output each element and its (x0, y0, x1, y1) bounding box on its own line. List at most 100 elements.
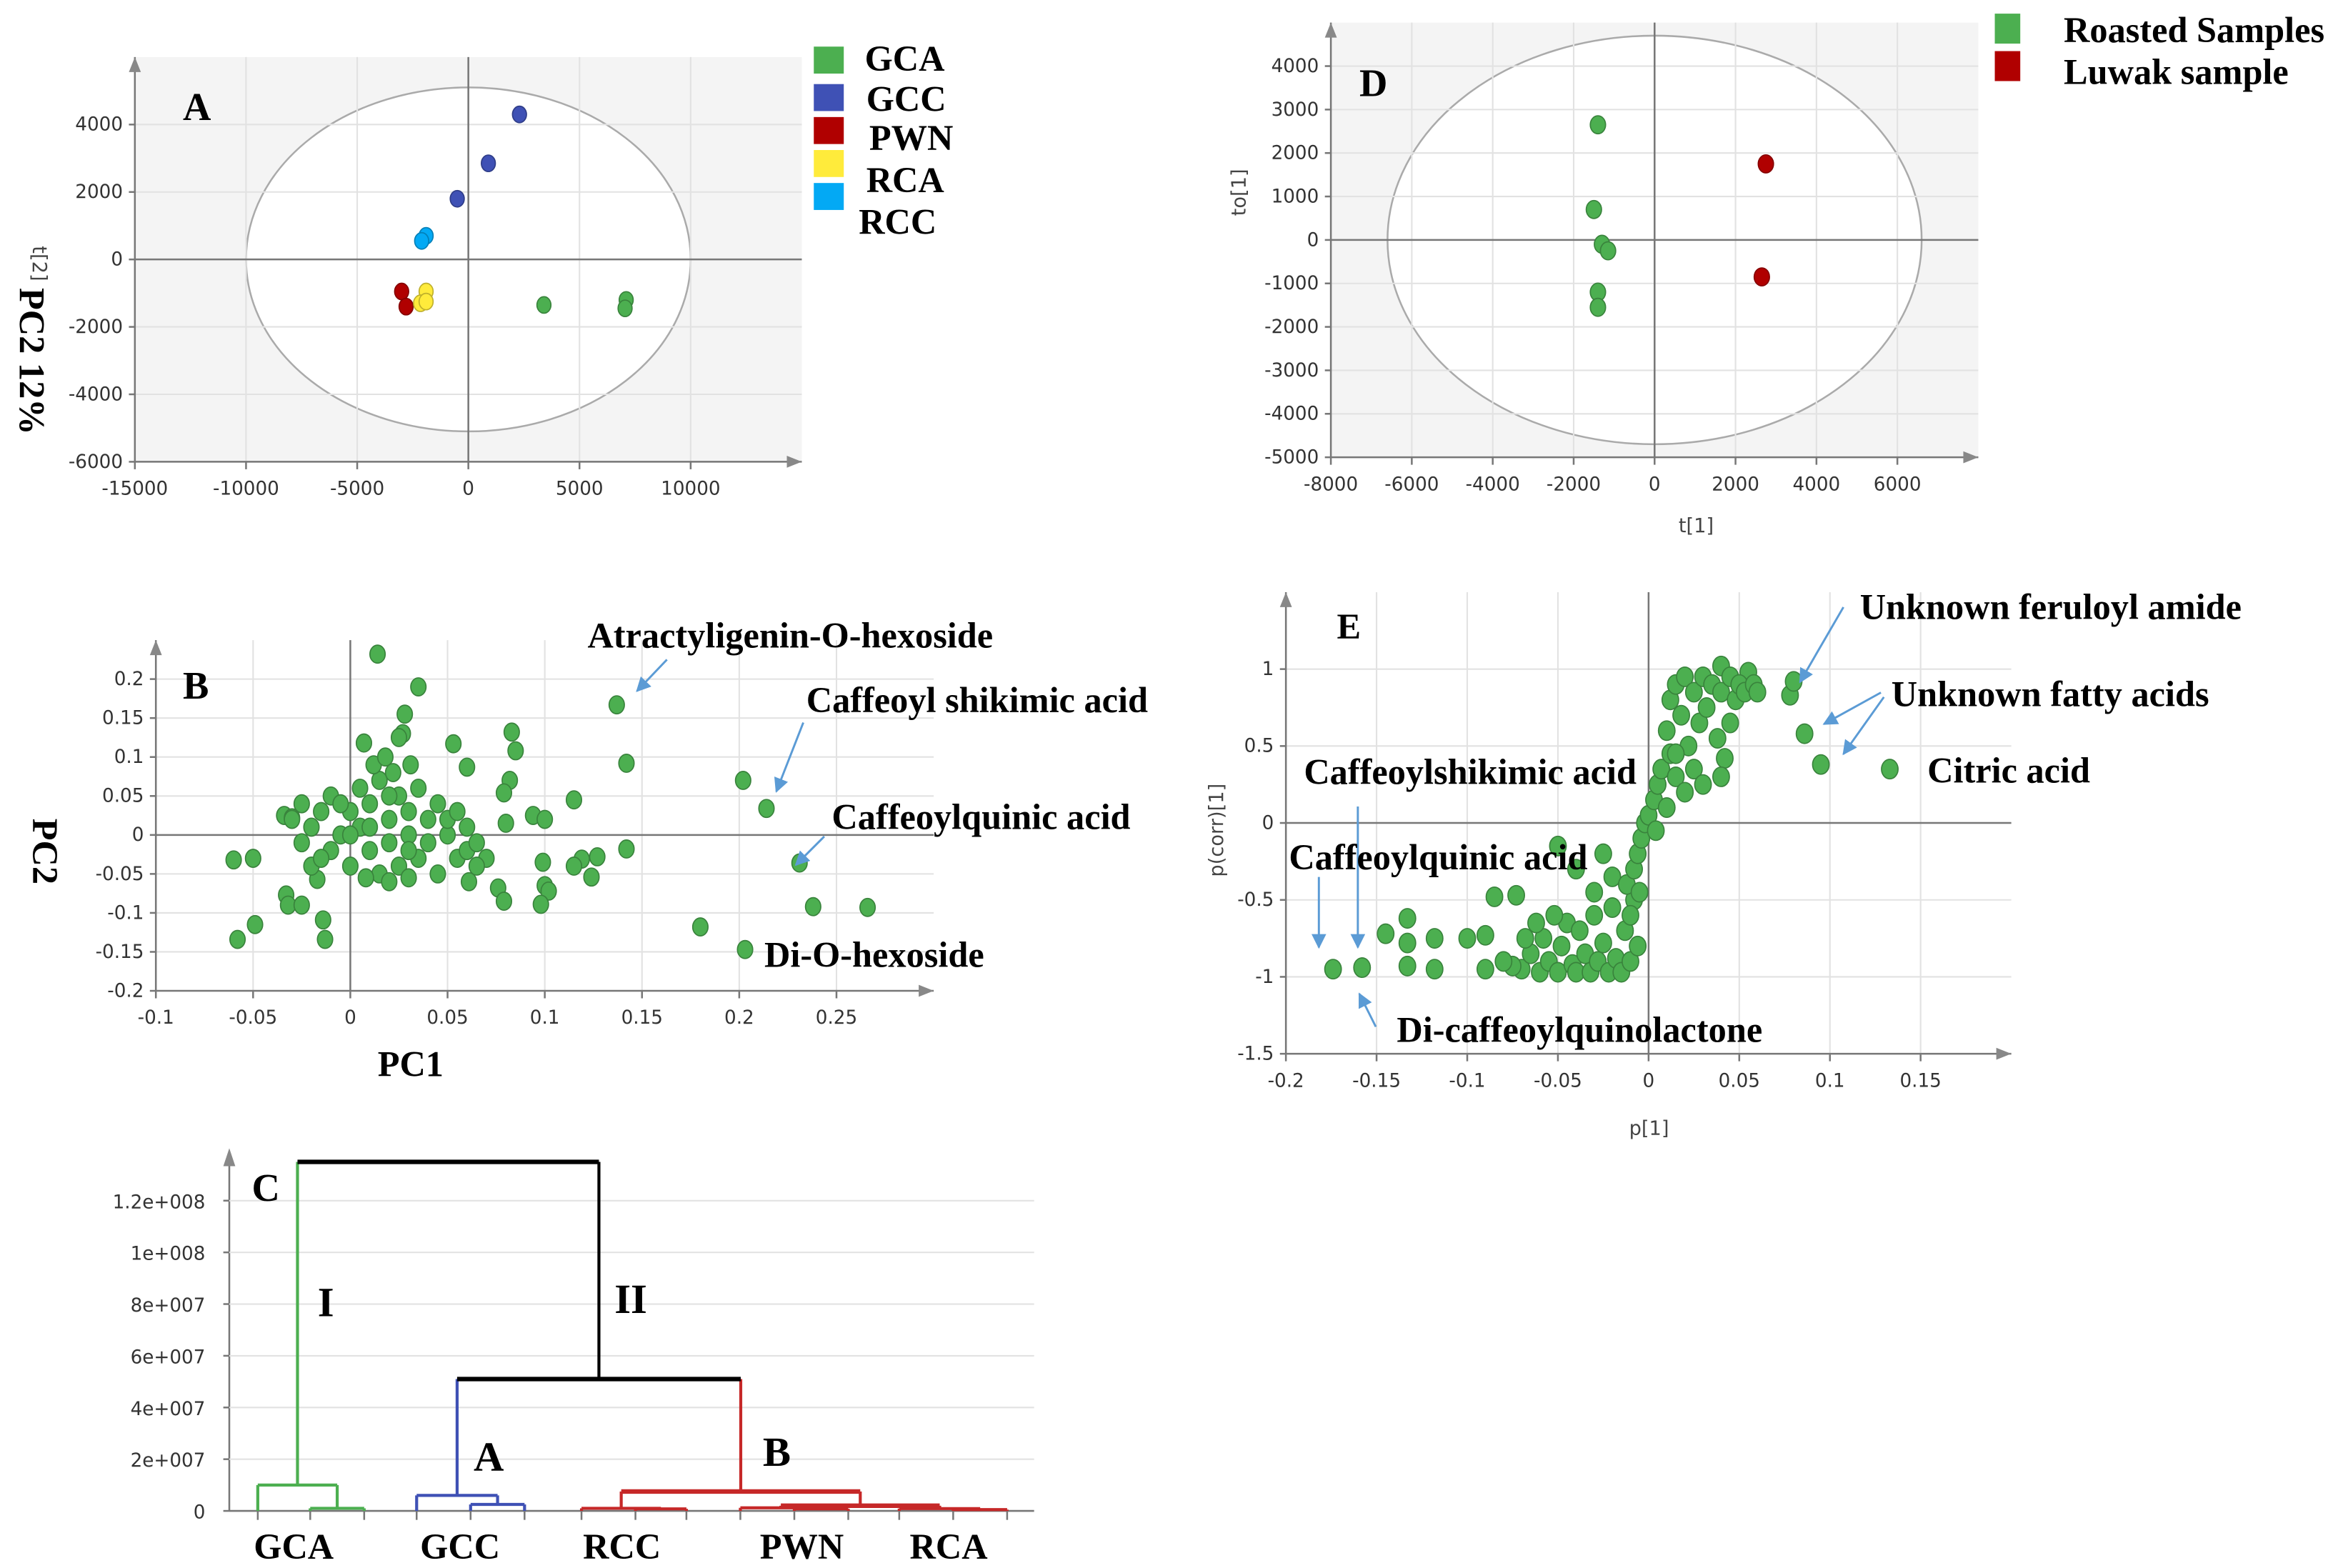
panel-b-ylabel: PC2 (25, 819, 65, 884)
y-tick-label: -4000 (69, 384, 123, 405)
panel-label-b: B (183, 664, 209, 707)
y-tick-label: -1000 (1264, 273, 1319, 294)
x-tick-label: 0.25 (816, 1007, 857, 1029)
panel-b-xlabel: PC1 (378, 1044, 444, 1084)
data-point-variables (1881, 759, 1899, 780)
legend-label-gcc: GCC (866, 79, 946, 119)
data-point-variables (1630, 882, 1649, 903)
data-point-variables (1425, 928, 1444, 949)
x-tick-label: -0.1 (138, 1007, 174, 1029)
annotation-feruloyl-amide: Unknown feruloyl amide (1860, 587, 2242, 627)
x-tick-label: 0 (462, 479, 474, 500)
data-point-variables (1712, 681, 1730, 703)
x-tick-label: 0.1 (530, 1007, 560, 1029)
panel-label-d: D (1359, 61, 1387, 104)
y-tick-label: 2e+007 (131, 1450, 206, 1472)
y-tick-label: -0.05 (96, 864, 144, 885)
y-tick-label: 4000 (75, 114, 123, 136)
panel-e-ylabel: p(corr)[1] (1206, 784, 1228, 877)
panel-b-annotations: Atractyligenin-O-hexoside Caffeoyl shiki… (587, 616, 1148, 975)
panel-b-pca-loading-plot: -0.1 -0.05 0 0.05 0.1 0.15 0.2 0.25 -0.2 -0.15 -0.… (96, 640, 934, 1029)
data-point-variables (419, 809, 436, 829)
data-point-variables (1622, 904, 1639, 926)
data-point-variables (503, 722, 520, 742)
leaf-group-label: GCC (420, 1527, 500, 1567)
data-point-variables (246, 914, 264, 934)
annotation-caffeoylshikimic: Caffeoylshikimic acid (1304, 752, 1637, 792)
data-point-variables (1657, 797, 1676, 818)
x-tick-label: 0.2 (724, 1007, 754, 1029)
data-point-roasted-samples (1599, 241, 1617, 261)
y-tick-label: -0.1 (107, 902, 144, 924)
data-point-variables (410, 778, 427, 798)
leaf-group-label: PWN (760, 1527, 844, 1567)
data-point-variables (495, 892, 513, 911)
y-tick-label: 0.05 (102, 786, 144, 807)
x-tick-label: 0 (1649, 474, 1661, 495)
data-point-variables (400, 841, 417, 861)
data-point-variables (1476, 959, 1494, 980)
data-point-variables (536, 809, 554, 829)
data-point-variables (495, 783, 513, 803)
x-tick-label: 10000 (661, 479, 720, 500)
arrow-icon (1842, 696, 1885, 756)
data-point-variables (1398, 932, 1417, 954)
y-tick-label: 0.2 (114, 669, 144, 690)
y-tick-label: 0 (1307, 229, 1319, 251)
data-point-variables (361, 841, 379, 861)
data-point-variables (618, 839, 635, 859)
data-point-variables (608, 695, 625, 715)
annotation-caffeoyl-shikimic: Caffeoyl shikimic acid (806, 680, 1148, 720)
data-point-variables (1697, 697, 1716, 718)
data-point-variables (1545, 904, 1564, 926)
y-tick-label: 0.15 (102, 708, 144, 729)
y-axis-arrow-icon (129, 56, 141, 72)
data-point-variables (1672, 704, 1691, 726)
y-tick-label: 0 (194, 1502, 206, 1524)
data-point-roasted-samples (1589, 297, 1607, 317)
legend-label-rcc: RCC (859, 202, 936, 242)
legend-label-luwak: Luwak sample (2064, 52, 2289, 92)
data-point-variables (1476, 924, 1494, 946)
panel-a-ylabel: PC2 12% (11, 288, 51, 435)
x-tick-label: 2000 (1712, 474, 1759, 495)
cluster-label-i: I (318, 1279, 334, 1325)
y-tick-label: 0 (1262, 812, 1274, 834)
data-point-variables (691, 917, 709, 937)
data-point-variables (429, 864, 446, 884)
legend-label-rca: RCA (866, 160, 944, 200)
data-point-variables (229, 929, 246, 949)
data-point-variables (583, 867, 600, 887)
data-point-variables (468, 833, 485, 853)
data-point-variables (1377, 923, 1395, 944)
y-tick-label: -2000 (1264, 316, 1319, 338)
data-point-variables (313, 802, 330, 822)
data-point-variables (1684, 759, 1703, 780)
x-tick-label: 0.15 (1899, 1070, 1941, 1092)
data-point-variables (1812, 754, 1830, 775)
y-axis-arrow-icon (1324, 22, 1337, 38)
y-tick-label: -6000 (69, 451, 123, 473)
y-tick-label: 1 (1262, 659, 1274, 680)
data-point-variables (279, 895, 296, 915)
data-point-variables (1594, 932, 1612, 954)
data-point-variables (381, 809, 398, 829)
annotation-caffeoylquinic: Caffeoylquinic acid (831, 797, 1130, 837)
data-point-variables (589, 847, 606, 867)
legend-swatch-rca (814, 150, 844, 177)
data-point-variables (1567, 859, 1585, 880)
data-point-variables (1795, 723, 1814, 744)
data-point-gca (536, 296, 552, 314)
arrow-icon (636, 659, 668, 692)
data-point-variables (1552, 935, 1571, 957)
data-point-variables (313, 849, 330, 868)
data-point-gcc (481, 154, 496, 173)
data-point-variables (244, 849, 261, 868)
data-point-variables (1398, 955, 1417, 977)
annotation-atractyligenin: Atractyligenin-O-hexoside (587, 616, 993, 656)
panel-a-legend: GCA GCC PWN RCA RCC (814, 39, 953, 242)
data-point-variables (1458, 928, 1477, 949)
data-point-variables (445, 734, 462, 754)
data-point-variables (341, 825, 359, 845)
y-tick-label: 4000 (1272, 56, 1319, 77)
